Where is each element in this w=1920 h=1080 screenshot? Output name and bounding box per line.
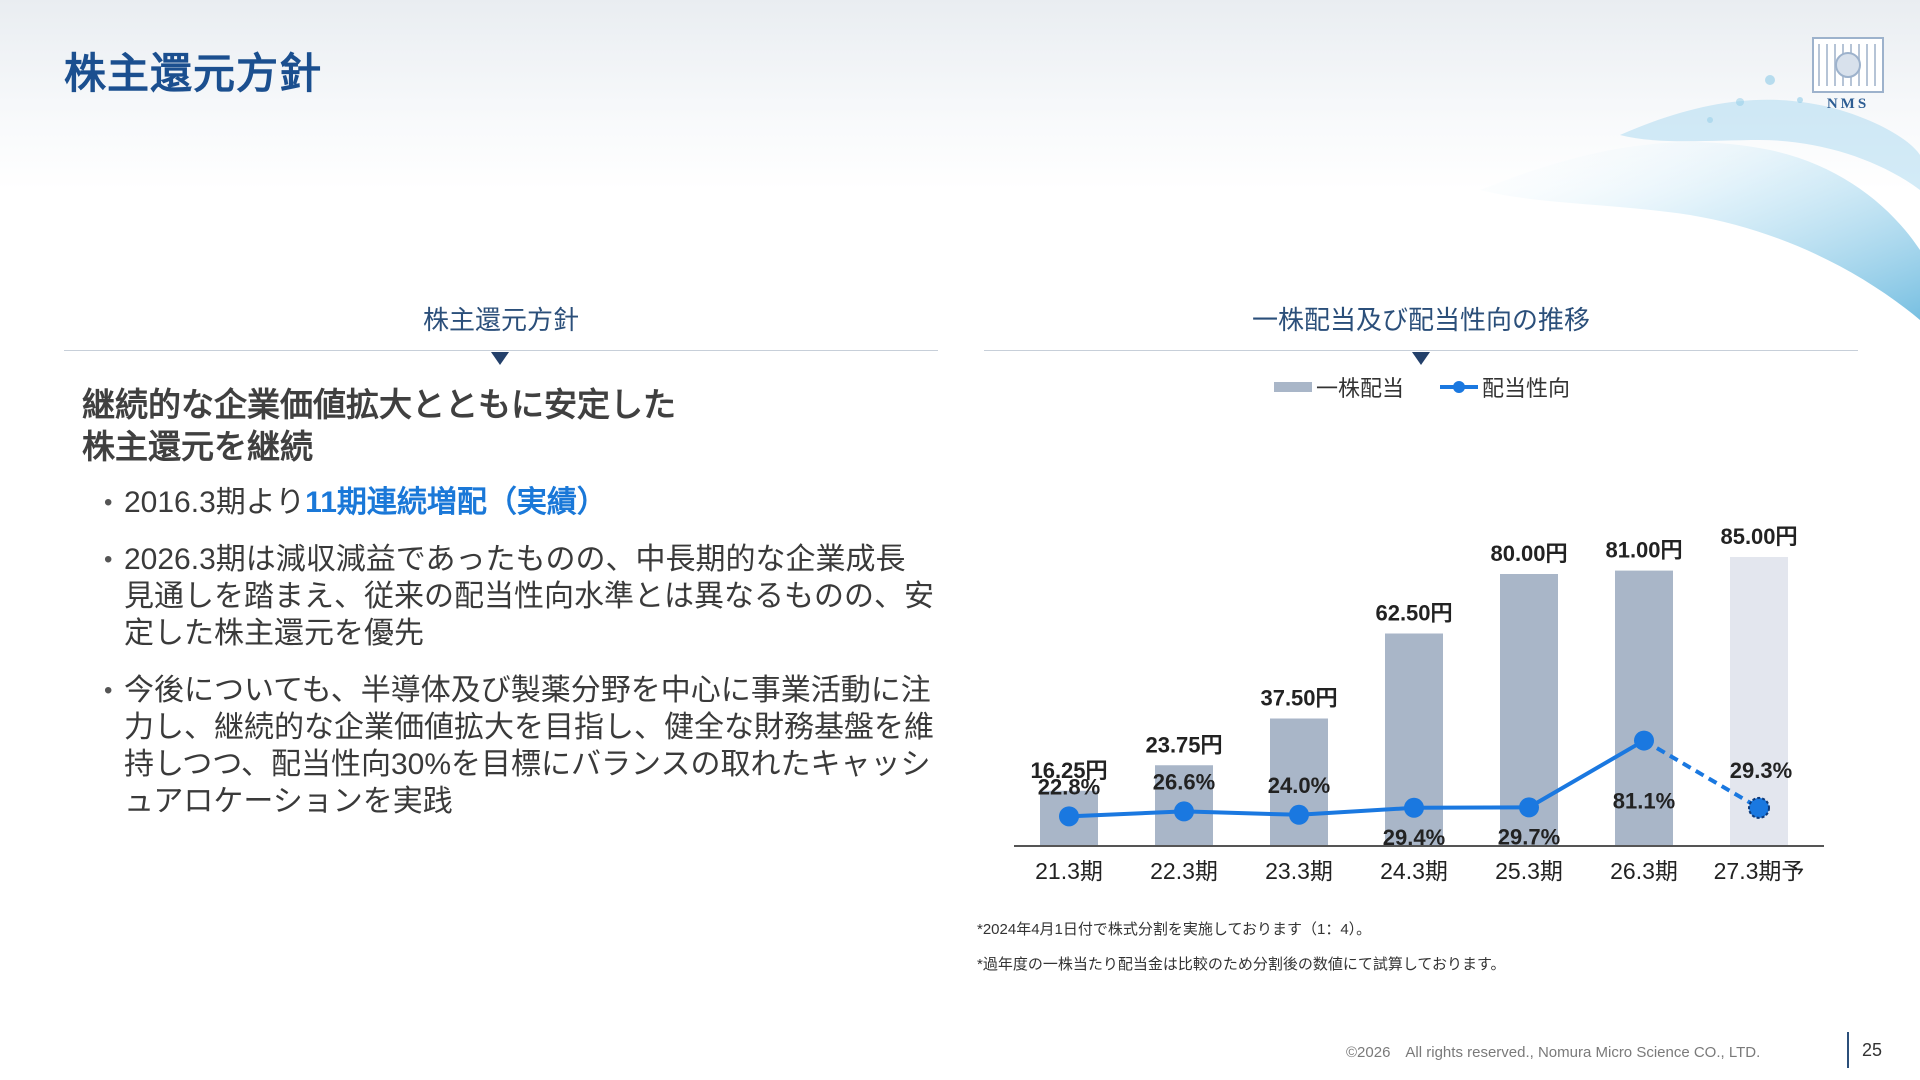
x-tick-label: 24.3期 [1380, 858, 1448, 884]
left-section-marker-icon [491, 352, 509, 365]
dividend-value-label: 16.25円 [1030, 758, 1107, 783]
left-section-heading: 株主還元方針 [422, 305, 579, 335]
payout-ratio-label: 29.3% [1730, 758, 1792, 783]
payout-ratio-label: 22.8% [1038, 774, 1100, 799]
dividend-value-label: 81.00円 [1605, 538, 1682, 563]
legend-line-label: 配当性向 [1482, 376, 1570, 401]
x-tick-label: 25.3期 [1495, 858, 1563, 884]
lead-statement: 継続的な企業価値拡大とともに安定した 株主還元を継続 [82, 384, 942, 468]
legend-bar-swatch [1274, 382, 1312, 392]
x-tick-label: 23.3期 [1265, 858, 1333, 884]
left-section-rule [64, 350, 938, 351]
logo-text: NMS [1826, 96, 1870, 112]
policy-bullet-list: 2016.3期より11期連続増配（実績） 2026.3期は減収減益であったものの… [104, 484, 934, 840]
legend-line-marker [1453, 381, 1465, 393]
policy-bullet-3: 今後についても、半導体及び製薬分野を中心に事業活動に注力し、継続的な企業価値拡大… [104, 672, 934, 820]
policy-bullet-2: 2026.3期は減収減益であったものの、中長期的な企業成長見通しを踏まえ、従来の… [104, 541, 934, 652]
x-tick-label: 21.3期 [1035, 858, 1103, 884]
dividend-value-label: 37.50円 [1260, 686, 1337, 711]
payout-ratio-point [1174, 801, 1194, 822]
payout-ratio-label: 29.4% [1383, 825, 1445, 850]
dividend-chart: 一株配当 配当性向 16.25円 23.75円 37.50円 62.50円 80.00円… [1014, 376, 1824, 884]
payout-ratio-point [1059, 806, 1079, 827]
payout-ratio-label: 81.1% [1613, 789, 1675, 814]
dividend-bar [1615, 570, 1673, 846]
right-section-marker-icon [1412, 352, 1430, 365]
payout-ratio-point [1634, 730, 1654, 751]
footnote-1: *2024年4月1日付で株式分割を実施しております（1：4）。 [977, 921, 1372, 938]
dividend-value-label: 62.50円 [1375, 601, 1452, 626]
dividend-value-label: 80.00円 [1490, 541, 1567, 566]
payout-ratio-point [1748, 796, 1770, 819]
x-tick-label: 26.3期 [1610, 858, 1678, 884]
right-section-heading: 一株配当及び配当性向の推移 [1251, 305, 1590, 335]
copyright: ©2026 All rights reserved., Nomura Micro… [1346, 1044, 1761, 1061]
page-number: 25 [1862, 1040, 1883, 1060]
x-tick-label: 27.3期予 [1714, 858, 1805, 884]
payout-ratio-point [1404, 797, 1424, 818]
bullet-1-highlight: 11期連続増配（実績） [305, 486, 607, 519]
payout-ratio-forecast-line [1642, 738, 1761, 810]
page-number-divider [1847, 1032, 1849, 1068]
payout-ratio-label: 29.7% [1498, 824, 1560, 849]
payout-ratio-label: 24.0% [1268, 773, 1330, 798]
lead-line-2: 株主還元を継続 [82, 428, 313, 465]
lead-line-1: 継続的な企業価値拡大とともに安定した [82, 386, 676, 423]
policy-bullet-1: 2016.3期より11期連続増配（実績） [104, 484, 934, 521]
right-section-rule [984, 350, 1858, 351]
chart-legend: 一株配当 配当性向 [1274, 376, 1570, 401]
dividend-value-label: 23.75円 [1145, 732, 1222, 757]
payout-ratio-point [1519, 797, 1539, 818]
footnote-2: *過年度の一株当たり配当金は比較のため分割後の数値にて試算しております。 [977, 956, 1506, 973]
dividend-value-label: 85.00円 [1720, 524, 1797, 549]
page-title: 株主還元方針 [64, 50, 323, 97]
nms-logo [1812, 37, 1884, 93]
legend-bar-label: 一株配当 [1316, 376, 1404, 401]
payout-ratio-line [1068, 738, 1646, 819]
bullet-1-prefix: 2016.3期より [124, 486, 306, 519]
payout-ratio-point [1289, 804, 1309, 825]
x-tick-label: 22.3期 [1150, 858, 1218, 884]
payout-ratio-label: 26.6% [1153, 769, 1215, 794]
